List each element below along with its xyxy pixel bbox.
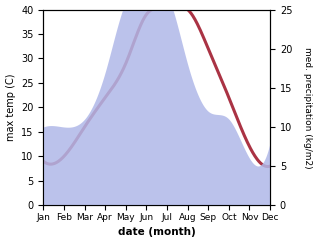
X-axis label: date (month): date (month) xyxy=(118,227,196,237)
Y-axis label: max temp (C): max temp (C) xyxy=(5,74,16,141)
Y-axis label: med. precipitation (kg/m2): med. precipitation (kg/m2) xyxy=(303,47,313,168)
